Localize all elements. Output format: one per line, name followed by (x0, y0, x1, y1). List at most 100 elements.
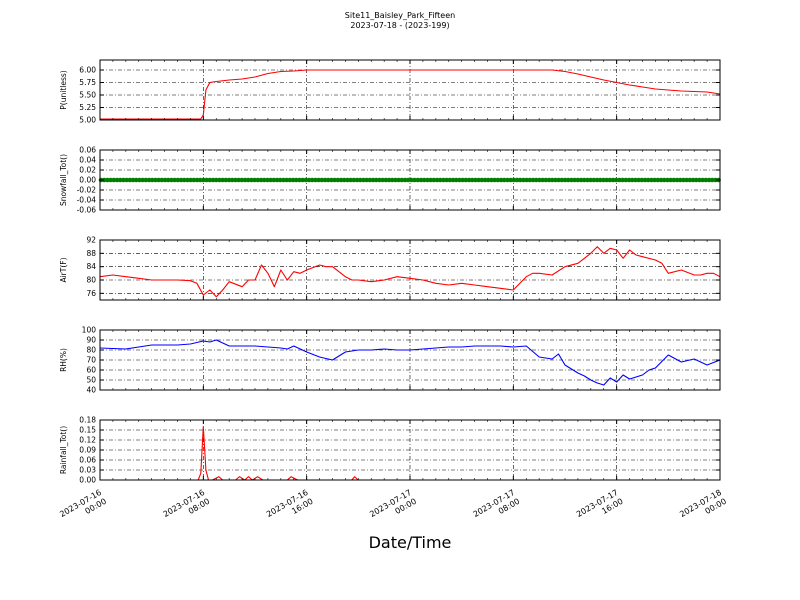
snowfall-data-point (354, 177, 360, 183)
snowfall-data-point (207, 177, 213, 183)
y-tick-label: 5.25 (79, 103, 96, 112)
snowfall-data-point (114, 177, 120, 183)
y-tick-label: 0.06 (79, 146, 96, 155)
snowfall-data-point (332, 177, 337, 183)
y-tick-label: 70 (86, 356, 96, 365)
snowfall-data-point (242, 177, 248, 183)
snowfall-data-point (658, 177, 664, 183)
snowfall-data-point (389, 177, 395, 183)
snowfall-data-point (194, 177, 200, 183)
snowfall-data-point (143, 177, 149, 183)
y-tick-label: 80 (86, 346, 96, 355)
snowfall-data-point (313, 177, 318, 183)
snowfall-data-point (185, 177, 190, 183)
snowfall-data-point (121, 177, 126, 183)
snowfall-data-point (524, 177, 529, 183)
snowfall-data-point (620, 177, 625, 183)
snowfall-data-point (252, 177, 257, 183)
snowfall-data-point (226, 177, 232, 183)
snowfall-data-point (105, 177, 110, 183)
snowfall-data-point (441, 177, 446, 183)
snowfall-data-point (175, 177, 181, 183)
snowfall-data-point (610, 177, 616, 183)
snowfall-data-point (335, 177, 341, 183)
snowfall-data-point (309, 177, 315, 183)
snowfall-data-point (329, 177, 334, 183)
y-axis-label: Snowfall_Tot() (59, 154, 68, 206)
snowfall-data-point (220, 177, 225, 183)
snowfall-data-point (636, 177, 641, 183)
snowfall-data-point (348, 177, 353, 183)
snowfall-data-point (559, 177, 565, 183)
panel-2: -0.06-0.04-0.020.000.020.040.06 Snowfall_… (59, 146, 721, 215)
snowfall-data-point (213, 177, 219, 183)
snowfall-data-point (594, 177, 600, 183)
snowfall-data-point (649, 177, 654, 183)
snowfall-data-point (364, 177, 369, 183)
snowfall-data-point (380, 177, 385, 183)
snowfall-data-point (265, 177, 270, 183)
y-tick-label: 92 (86, 236, 96, 245)
x-tick-label: 2023-07-1800:00 (678, 488, 728, 528)
snowfall-data-point (527, 177, 533, 183)
y-tick-label: 0.03 (79, 466, 96, 475)
snowfall-data-point (108, 177, 113, 183)
y-tick-label: 0.09 (79, 446, 96, 455)
snowfall-data-point (341, 177, 347, 183)
snowfall-data-point (255, 177, 261, 183)
panel-1-series-line (100, 69, 721, 120)
snowfall-data-point (671, 177, 677, 183)
snowfall-data-point (156, 177, 161, 183)
y-tick-label: 0.04 (79, 156, 96, 165)
y-tick-label: 0.00 (79, 176, 96, 185)
snowfall-data-point (617, 177, 622, 183)
snowfall-data-point (306, 177, 312, 183)
snowfall-data-point (601, 177, 606, 183)
snowfall-data-point (412, 177, 417, 183)
y-tick-label: 5.50 (79, 91, 96, 100)
y-tick-label: 88 (86, 249, 96, 258)
snowfall-data-point (316, 177, 321, 183)
y-axis-label: AirT(F) (59, 257, 68, 282)
snowfall-data-point (501, 177, 507, 183)
snowfall-data-point (530, 177, 536, 183)
snowfall-data-point (479, 177, 485, 183)
snowfall-data-point (434, 177, 440, 183)
snowfall-data-point (505, 177, 510, 183)
snowfall-data-point (146, 177, 152, 183)
snowfall-data-point (437, 177, 443, 183)
x-tick-label: 2023-07-1716:00 (575, 488, 625, 528)
snowfall-data-point (351, 177, 357, 183)
y-axis-label: RH(%) (59, 348, 68, 372)
snowfall-data-point (511, 177, 517, 183)
snowfall-data-point (495, 177, 501, 183)
snowfall-data-point (399, 177, 405, 183)
y-tick-label: 0.02 (79, 166, 96, 175)
snowfall-data-point (562, 177, 568, 183)
snowfall-data-point (706, 177, 712, 183)
snowfall-data-point (377, 177, 382, 183)
snowfall-data-point (261, 177, 267, 183)
snowfall-data-point (469, 177, 475, 183)
snowfall-data-point (591, 177, 597, 183)
snowfall-data-point (415, 177, 421, 183)
snowfall-data-point (642, 177, 648, 183)
snowfall-data-point (463, 177, 469, 183)
y-tick-label: 0.06 (79, 456, 96, 465)
figure-subtitle: 2023-07-18 - (2023-199) (350, 21, 450, 30)
snowfall-data-point (197, 177, 203, 183)
snowfall-data-point (565, 177, 571, 183)
snowfall-data-point (453, 177, 459, 183)
x-axis-label: Date/Time (368, 533, 452, 552)
snowfall-data-point (127, 177, 133, 183)
snowfall-data-point (322, 177, 328, 183)
x-tick-label: 2023-07-1700:00 (368, 488, 418, 528)
snowfall-data-point (284, 177, 289, 183)
snowfall-data-point (101, 177, 107, 183)
snowfall-data-point (613, 177, 619, 183)
snowfall-data-point (668, 177, 673, 183)
snowfall-data-point (236, 177, 241, 183)
snowfall-data-point (140, 177, 145, 183)
y-tick-label: 84 (86, 262, 96, 271)
snowfall-data-point (585, 177, 590, 183)
